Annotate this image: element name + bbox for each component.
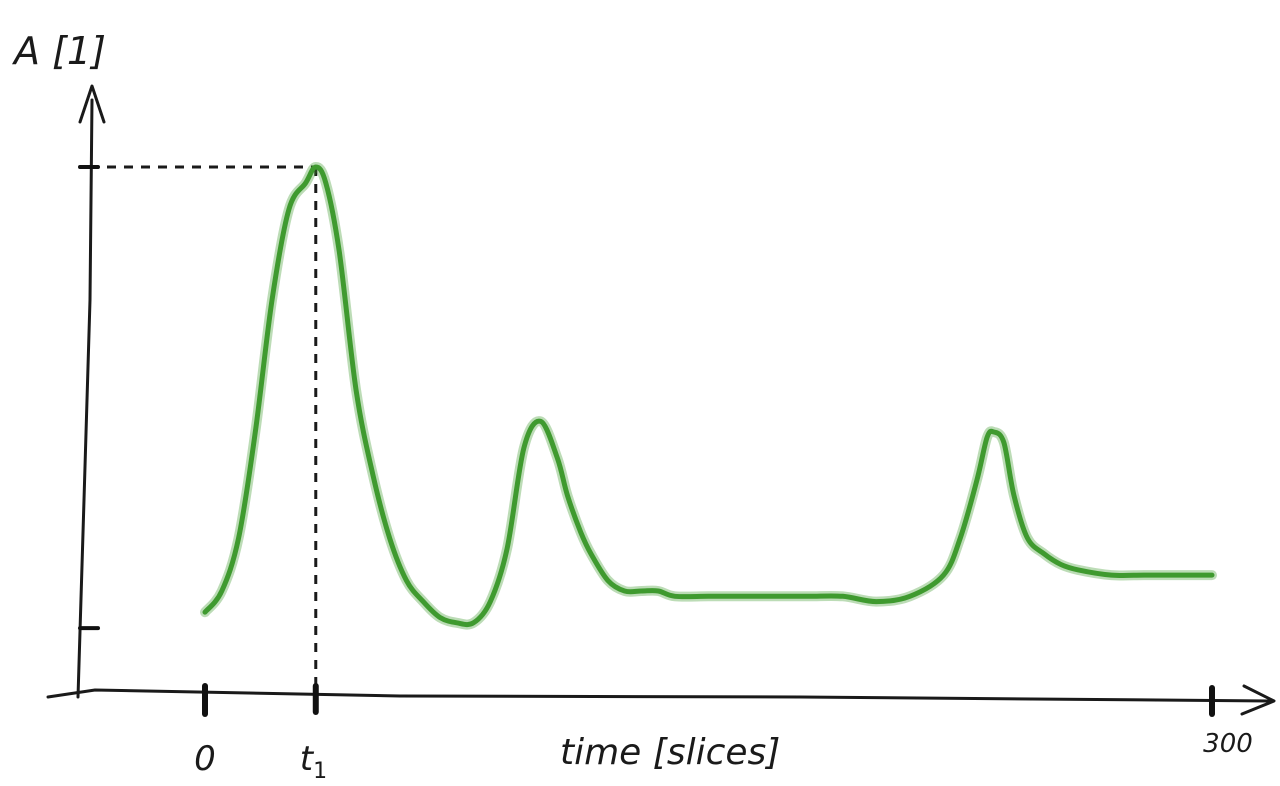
y-axis-arrowhead [78,84,106,124]
x-tick-label-end: 300 [1203,729,1253,759]
series-0-line [202,164,1215,628]
x-axis-label: time [slices] [560,732,780,773]
series-layer [200,162,1217,630]
x-tick-label-t1: t1 [300,739,327,784]
t1-main: t [300,739,315,779]
x-axis-arrowhead [1240,684,1276,716]
y-ticks [78,165,100,631]
y-axis-label: A [1] [11,29,106,73]
x-tick-label-zero: 0 [194,739,216,779]
t1-subscript: 1 [313,759,327,784]
x-axis [46,688,1272,703]
y-axis [76,98,94,699]
